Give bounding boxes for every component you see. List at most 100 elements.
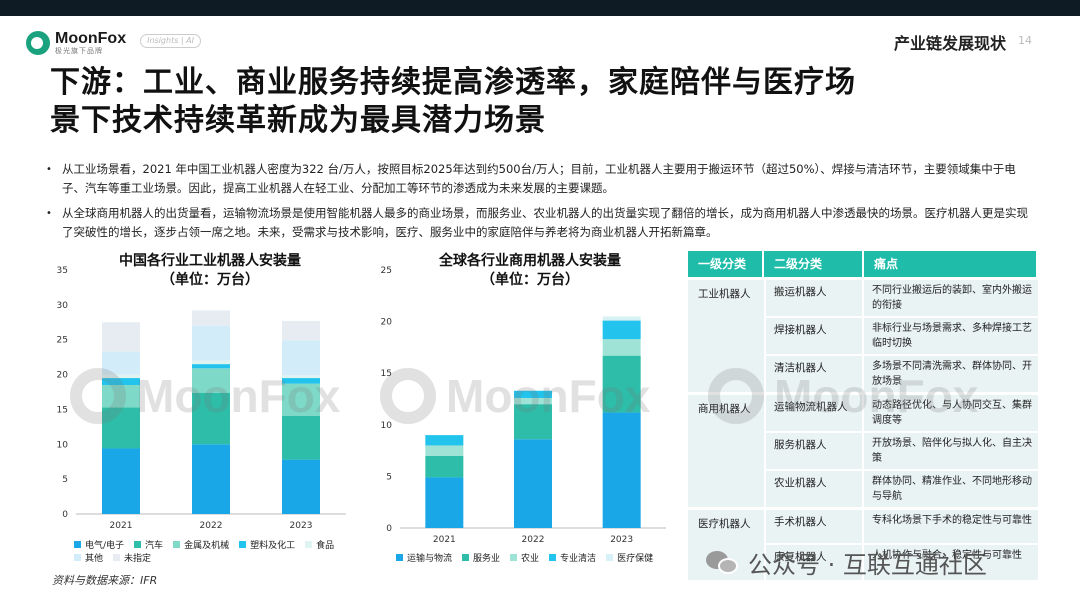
data-source: 资料与数据来源：IFR: [52, 574, 158, 587]
bar-segment: [602, 412, 641, 528]
page-number: 14: [1018, 34, 1032, 47]
bar-segment: [102, 407, 140, 449]
table-cell-level2: 清洁机器人: [764, 356, 864, 392]
bar-segment: [514, 404, 552, 440]
legend-swatch: [305, 541, 313, 548]
page-title-line-2: 景下技术持续革新成为最具潜力场景: [50, 103, 546, 138]
table-row: 康复机器人 人机协作与融合、稳定性与可靠性: [764, 545, 1038, 580]
bar-segment: [282, 340, 320, 376]
bar-segment: [192, 325, 230, 361]
bar-segment: [102, 378, 140, 386]
legend-label: 食品: [316, 541, 335, 551]
table-cell-pain: 多场景不同清洗需求、群体协同、开放场景: [872, 361, 1032, 387]
table-row: 服务机器人 开放场景、陪伴化与拟人化、自主决策: [764, 433, 1038, 471]
y-tick-label: 0: [386, 524, 392, 534]
x-tick-label: 2022: [200, 521, 223, 531]
moonfox-logo: MoonFox 极光旗下品牌 Insights | AI: [26, 30, 201, 56]
x-tick-label: 2023: [290, 521, 313, 531]
legend-swatch: [173, 541, 181, 548]
bar-segment: [425, 477, 464, 528]
bar-segment: [514, 397, 552, 405]
table-row: 手术机器人 专科化场景下手术的稳定性与可靠性: [764, 510, 1038, 545]
legend-swatch: [549, 554, 557, 561]
legend-label: 农业: [521, 554, 540, 564]
legend-swatch: [396, 554, 403, 561]
y-tick-label: 5: [62, 475, 68, 485]
y-tick-label: 5: [386, 472, 392, 482]
legend-swatch: [134, 541, 142, 548]
group-label: 医疗机器人: [698, 518, 751, 530]
legend-label: 电气/电子: [85, 541, 125, 551]
legend-label: 未指定: [124, 554, 152, 564]
legend-label: 运输与物流: [407, 554, 453, 564]
bullet-dot-icon: •: [46, 164, 52, 175]
logo-pill: Insights | AI: [140, 34, 201, 48]
bullet-text: 从全球商用机器人的出货量看，运输物流场景是使用智能机器人最多的商业场景，而服务业…: [62, 206, 1028, 239]
group-label: 商用机器人: [698, 403, 751, 415]
table-cell-level2: 手术机器人: [764, 510, 864, 543]
legend-label: 塑料及化工: [250, 541, 296, 551]
table-cell-pain: 群体协同、精准作业、不同地形移动与导航: [872, 476, 1032, 502]
bar-segment: [425, 435, 464, 446]
logo-subtitle: 极光旗下品牌: [55, 47, 103, 55]
bar-segment: [425, 445, 464, 456]
y-tick-label: 0: [62, 510, 68, 520]
bar-segment: [282, 459, 320, 514]
legend-swatch: [74, 541, 81, 548]
bar-segment: [102, 351, 140, 375]
y-tick-label: 25: [57, 336, 68, 346]
legend-item: 服务业: [462, 551, 500, 564]
chart-1-plot: 0 5 10 15 20 25 30 35 2021 2022 2023: [57, 266, 346, 531]
legend-label: 金属及机械: [184, 541, 230, 551]
bar-segment: [602, 316, 641, 321]
bullet-item: • 从全球商用机器人的出货量看，运输物流场景是使用智能机器人最多的商业场景，而服…: [46, 204, 1036, 242]
table-cell-pain: 非标行业与场景需求、多种焊接工艺临时切换: [872, 323, 1032, 349]
bar-segment: [192, 360, 230, 365]
bullet-item: • 从工业场景看，2021 年中国工业机器人密度为322 台/万人，按照目标20…: [46, 160, 1036, 198]
wechat-account-mark: 公众号 · 互联互通社区: [706, 545, 987, 580]
legend-item: 运输与物流: [396, 551, 452, 564]
table-cell-pain: 不同行业搬运后的装卸、室内外搬运的衔接: [872, 285, 1032, 311]
y-tick-label: 30: [57, 301, 69, 311]
bar-segment: [602, 355, 641, 413]
chart-2-title: 全球各行业商用机器人安装量 （单位：万台）: [400, 252, 660, 290]
chart-2-legend: 运输与物流 服务业 农业 专业清洁 医疗保健: [396, 551, 696, 564]
logo-name: MoonFox: [55, 30, 127, 47]
bullet-dot-icon: •: [46, 208, 52, 219]
y-tick-label: 10: [57, 440, 69, 450]
legend-item: 电气/电子: [74, 538, 124, 551]
table-group-medical: 医疗机器人 手术机器人 专科化场景下手术的稳定性与可靠性 康复机器人 人机协作与…: [688, 510, 1038, 580]
bar-segment: [282, 378, 320, 384]
x-tick-label: 2022: [522, 535, 545, 545]
bar-segment: [602, 320, 641, 340]
bar-segment: [102, 322, 140, 352]
legend-swatch: [239, 541, 247, 548]
legend-swatch: [74, 554, 81, 561]
top-bar: [0, 0, 1080, 16]
table-cell-pain: 动态路径优化、与人协同交互、集群调度等: [872, 400, 1032, 426]
y-tick-label: 10: [381, 421, 393, 431]
legend-item: 未指定: [113, 551, 151, 564]
table-cell-level2: 服务机器人: [764, 433, 864, 469]
table-cell-pain: 开放场景、陪伴化与拟人化、自主决策: [872, 438, 1032, 464]
table-group-commercial: 商用机器人 运输物流机器人 动态路径优化、与人协同交互、集群调度等 服务机器人 …: [688, 395, 1038, 507]
bullet-list: • 从工业场景看，2021 年中国工业机器人密度为322 台/万人，按照目标20…: [46, 160, 1036, 248]
table-row: 农业机器人 群体协同、精准作业、不同地形移动与导航: [764, 471, 1038, 507]
chart-2-unit: （单位：万台）: [481, 272, 579, 288]
legend-swatch: [113, 554, 121, 561]
legend-item: 金属及机械: [173, 538, 229, 551]
table-cell-pain: 人机协作与融合、稳定性与可靠性: [872, 550, 1022, 561]
chart-2-plot: 0 5 10 15 20 25 2021 2022 2023: [381, 266, 666, 545]
x-tick-label: 2023: [610, 535, 633, 545]
legend-label: 其他: [85, 554, 104, 564]
bar-segment: [282, 383, 320, 416]
legend-swatch: [462, 554, 470, 561]
table-cell-level2: 农业机器人: [764, 471, 864, 507]
table-cell-level2: 运输物流机器人: [764, 395, 864, 431]
table-row: 搬运机器人 不同行业搬运后的装卸、室内外搬运的衔接: [764, 280, 1038, 318]
legend-item: 塑料及化工: [239, 538, 295, 551]
bar-segment: [102, 385, 140, 408]
y-tick-label: 20: [381, 318, 393, 328]
bar-segment: [102, 448, 140, 514]
bar-segment: [102, 374, 140, 379]
